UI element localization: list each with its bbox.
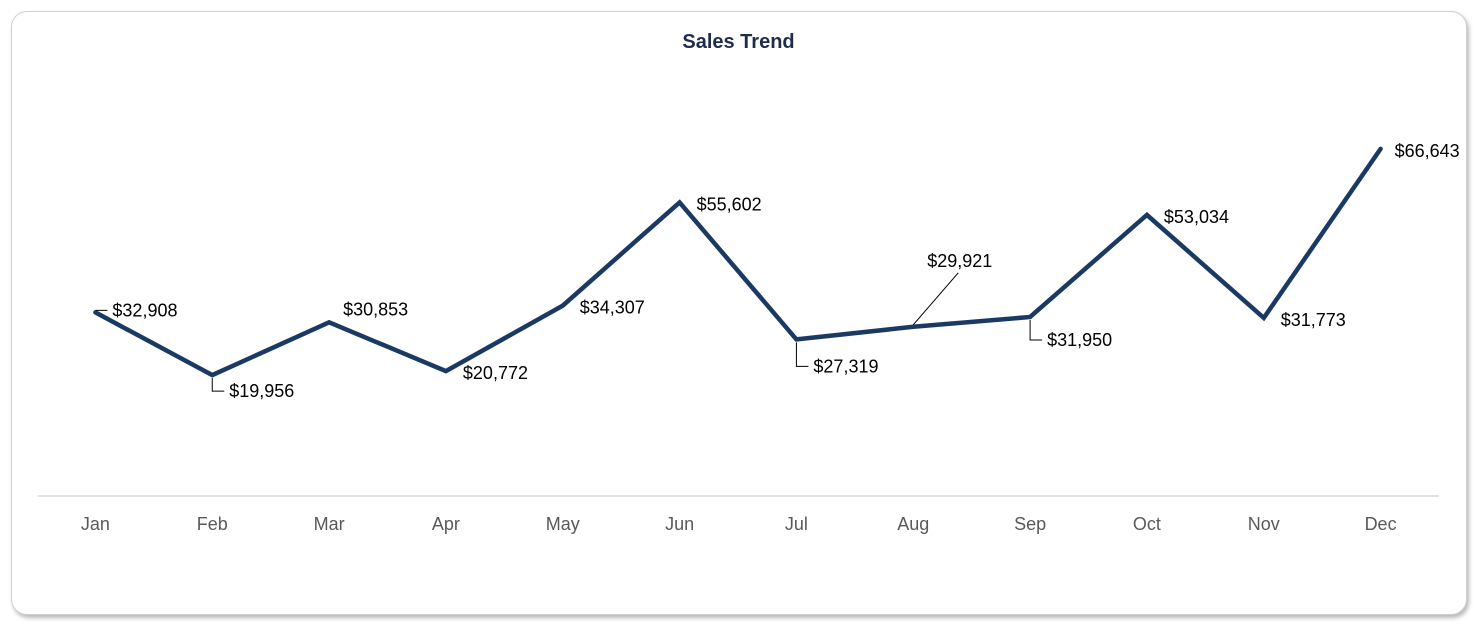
x-tick-label-oct: Oct bbox=[1133, 514, 1161, 534]
chart-title: Sales Trend bbox=[682, 31, 795, 53]
chart-card bbox=[11, 11, 1467, 615]
data-label-feb: $19,956 bbox=[229, 381, 294, 401]
data-label-oct: $53,034 bbox=[1164, 207, 1229, 227]
x-tick-label-apr: Apr bbox=[432, 514, 460, 534]
leader-line-sep bbox=[1029, 319, 1043, 341]
data-label-aug: $29,921 bbox=[927, 251, 992, 271]
leader-line-aug bbox=[912, 272, 959, 326]
leader-line-jul bbox=[795, 342, 809, 367]
x-tick-label-feb: Feb bbox=[197, 514, 228, 534]
x-tick-label-sep: Sep bbox=[1014, 514, 1046, 534]
data-label-jun: $55,602 bbox=[697, 194, 762, 214]
data-label-mar: $30,853 bbox=[343, 299, 408, 319]
x-tick-label-jul: Jul bbox=[785, 514, 808, 534]
x-tick-label-nov: Nov bbox=[1248, 514, 1280, 534]
data-label-sep: $31,950 bbox=[1047, 330, 1112, 350]
data-label-nov: $31,773 bbox=[1281, 310, 1346, 330]
data-label-may: $34,307 bbox=[580, 298, 645, 318]
data-label-jan: $32,908 bbox=[112, 300, 177, 320]
leader-line-feb bbox=[211, 378, 225, 392]
data-label-apr: $20,772 bbox=[463, 363, 528, 383]
x-tick-label-jan: Jan bbox=[81, 514, 110, 534]
x-tick-label-mar: Mar bbox=[314, 514, 345, 534]
data-label-dec: $66,643 bbox=[1395, 141, 1460, 161]
data-label-jul: $27,319 bbox=[813, 356, 878, 376]
x-tick-label-jun: Jun bbox=[665, 514, 694, 534]
series-line bbox=[93, 146, 1383, 378]
x-tick-label-dec: Dec bbox=[1365, 514, 1397, 534]
x-tick-label-aug: Aug bbox=[897, 514, 929, 534]
x-tick-label-may: May bbox=[546, 514, 580, 534]
